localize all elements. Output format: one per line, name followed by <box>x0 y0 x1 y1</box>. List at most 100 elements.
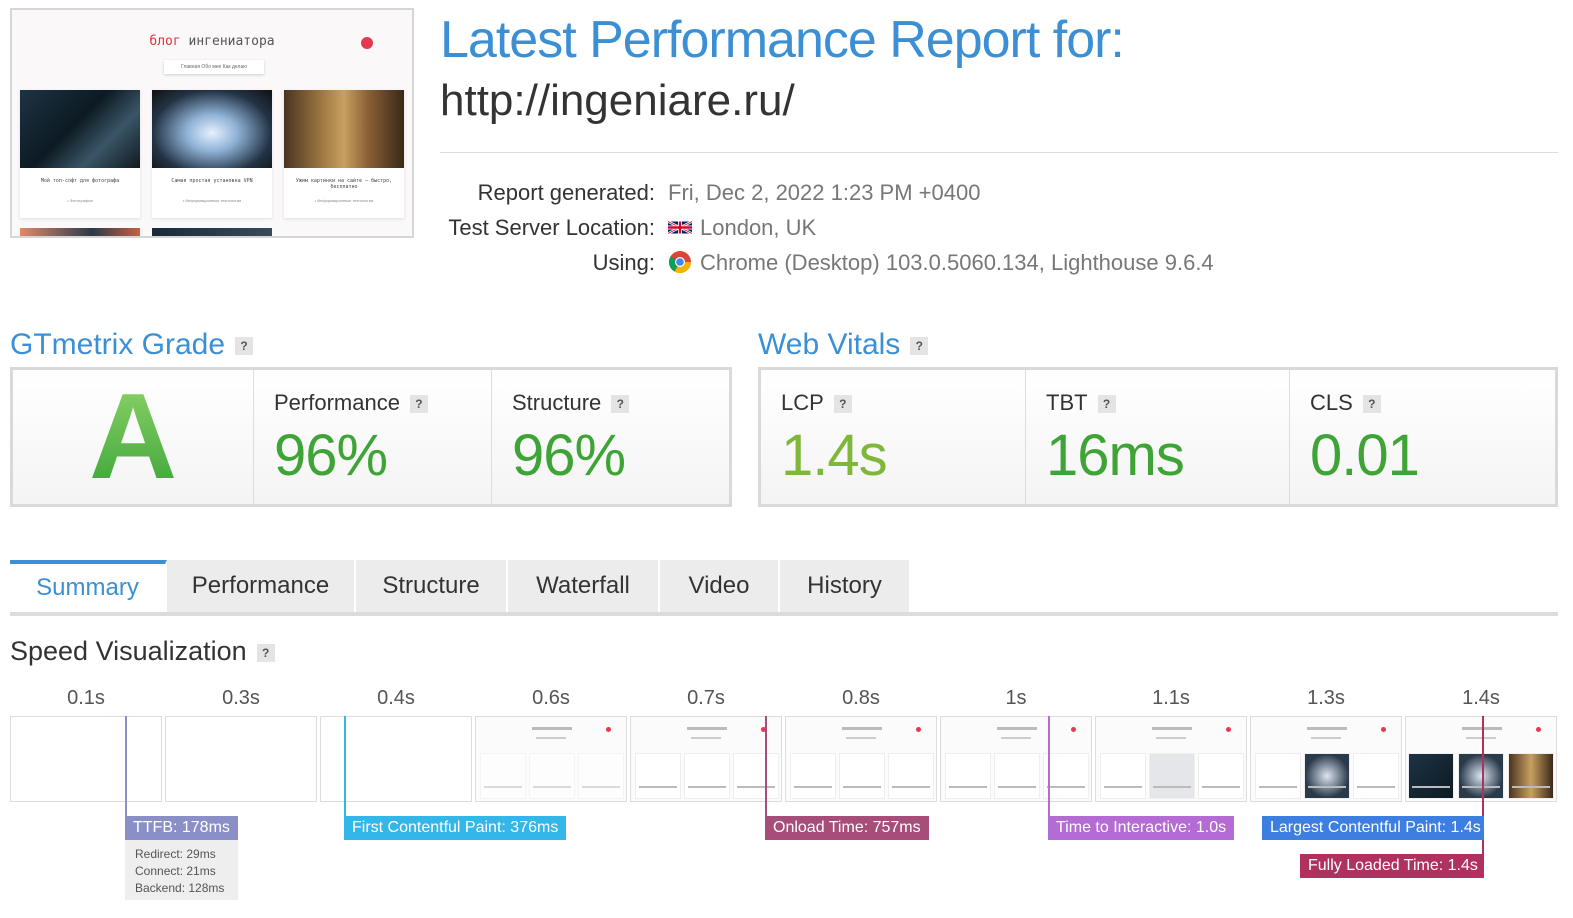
thumbnail-menu-dot-icon <box>361 37 373 49</box>
help-icon[interactable]: ? <box>409 395 428 414</box>
tbt-cell: TBT? 16ms <box>1025 370 1289 504</box>
structure-score-value: 96% <box>512 423 626 488</box>
lcp-value: 1.4s <box>781 423 888 488</box>
structure-score-label: Structure? <box>512 390 630 416</box>
gtmetrix-grade-panel: A Performance? 96% Structure? 96% <box>10 367 732 507</box>
lcp-marker-label[interactable]: Largest Contentful Paint: 1.4s <box>1262 816 1484 840</box>
structure-score-label-text: Structure <box>512 390 602 415</box>
ttfb-marker-label[interactable]: TTFB: 178ms <box>125 816 238 840</box>
help-icon[interactable]: ? <box>611 395 630 414</box>
lcp-cell: LCP? 1.4s <box>761 370 1025 504</box>
filmstrip-frame[interactable] <box>475 716 627 802</box>
help-icon[interactable]: ? <box>1097 395 1116 414</box>
filmstrip-frame[interactable] <box>1250 716 1402 802</box>
speed-visualization-heading: Speed Visualization? <box>10 636 275 667</box>
thumbnail-brand-prefix: блог <box>149 34 181 49</box>
thumbnail-card-image <box>284 90 404 168</box>
thumbnail-brand: блог ингениатора <box>12 34 412 49</box>
report-url[interactable]: http://ingeniare.ru/ <box>440 76 795 125</box>
filmstrip-frame[interactable] <box>1095 716 1247 802</box>
tti-marker-label[interactable]: Time to Interactive: 1.0s <box>1048 816 1235 840</box>
thumbnail-card: Самая простая установка VPN • Информацио… <box>152 90 272 218</box>
server-location-label: Test Server Location: <box>448 215 655 240</box>
performance-score-label: Performance? <box>274 390 428 416</box>
header-divider <box>440 152 1558 153</box>
thumbnail-card-tag: • Информационные технологии <box>182 198 242 203</box>
frame-time-label: 1.1s <box>1152 687 1190 709</box>
frame-time-label: 0.8s <box>842 687 880 709</box>
filmstrip-frame[interactable] <box>10 716 162 802</box>
thumbnail-card-image <box>20 90 140 168</box>
thumbnail-next-row <box>152 228 272 236</box>
thumbnail-card-caption: Самая простая установка VPN <box>171 178 253 184</box>
filmstrip-frame[interactable] <box>320 716 472 802</box>
onload-marker-label[interactable]: Onload Time: 757ms <box>765 816 929 840</box>
thumbnail-card-tag: • Информационные технологии <box>314 198 374 203</box>
web-vitals-heading-text: Web Vitals <box>758 328 901 361</box>
tbt-label: TBT? <box>1046 390 1116 416</box>
lcp-label-text: LCP <box>781 390 824 415</box>
lcp-marker-line <box>1482 716 1484 854</box>
report-generated-label: Report generated: <box>477 180 655 205</box>
web-vitals-panel: LCP? 1.4s TBT? 16ms CLS? 0.01 <box>758 367 1558 507</box>
help-icon[interactable]: ? <box>910 337 929 356</box>
lcp-label: LCP? <box>781 390 852 416</box>
frame-time-label: 0.3s <box>222 687 260 709</box>
thumbnail-nav: Главная Обо мне Как делаю <box>164 60 264 74</box>
fcp-marker-line <box>344 716 346 816</box>
report-generated-value: Fri, Dec 2, 2022 1:23 PM +0400 <box>668 180 981 205</box>
performance-score-value: 96% <box>274 423 388 488</box>
server-location-text: London, UK <box>700 215 817 240</box>
ttfb-connect: Connect: 21ms <box>135 864 216 878</box>
filmstrip-frame[interactable] <box>785 716 937 802</box>
tbt-value: 16ms <box>1046 423 1185 488</box>
filmstrip-frame[interactable] <box>630 716 782 802</box>
performance-score-label-text: Performance <box>274 390 400 415</box>
help-icon[interactable]: ? <box>256 643 275 662</box>
grade-letter: A <box>13 375 253 497</box>
tab-performance[interactable]: Performance <box>167 560 356 612</box>
tab-video[interactable]: Video <box>660 560 780 612</box>
filmstrip-frame[interactable] <box>940 716 1092 802</box>
filmstrip-frame[interactable] <box>165 716 317 802</box>
help-icon[interactable]: ? <box>1362 395 1381 414</box>
filmstrip-frame[interactable] <box>1405 716 1557 802</box>
tab-summary[interactable]: Summary <box>10 560 167 612</box>
tab-bar-underline <box>10 612 1558 616</box>
thumbnail-card: Мой топ-софт для фотографа • Фотография <box>20 90 140 218</box>
tbt-label-text: TBT <box>1046 390 1088 415</box>
ttfb-redirect: Redirect: 29ms <box>135 847 216 861</box>
report-title: Latest Performance Report for: <box>440 11 1125 69</box>
frame-time-label: 1.3s <box>1307 687 1345 709</box>
ttfb-breakdown: Redirect: 29ms Connect: 21ms Backend: 12… <box>125 840 238 900</box>
frame-time-label: 0.1s <box>67 687 105 709</box>
help-icon[interactable]: ? <box>833 395 852 414</box>
tab-waterfall[interactable]: Waterfall <box>508 560 660 612</box>
fully-loaded-marker-label[interactable]: Fully Loaded Time: 1.4s <box>1300 854 1484 878</box>
grade-letter-cell: A <box>13 370 253 504</box>
web-vitals-heading: Web Vitals? <box>758 328 929 362</box>
server-location-value: London, UK <box>668 215 816 241</box>
cls-value: 0.01 <box>1310 423 1420 488</box>
thumbnail-card: Ужим картинки на сайте – быстро, бесплат… <box>284 90 404 218</box>
frame-time-label: 1.4s <box>1462 687 1500 709</box>
frame-time-label: 1s <box>1005 687 1027 709</box>
help-icon[interactable]: ? <box>235 337 254 356</box>
thumbnail-brand-name: ингениатора <box>180 34 275 49</box>
cls-label: CLS? <box>1310 390 1381 416</box>
frame-time-label: 0.6s <box>532 687 570 709</box>
ttfb-backend: Backend: 128ms <box>135 881 225 895</box>
report-tabs: Summary Performance Structure Waterfall … <box>10 560 1558 616</box>
uk-flag-icon <box>668 220 692 235</box>
thumbnail-next-row <box>20 228 140 236</box>
cls-cell: CLS? 0.01 <box>1289 370 1555 504</box>
tti-marker-line <box>1048 716 1050 816</box>
thumbnail-card-caption: Ужим картинки на сайте – быстро, бесплат… <box>295 178 393 190</box>
tab-structure[interactable]: Structure <box>356 560 508 612</box>
using-value: Chrome (Desktop) 103.0.5060.134, Lightho… <box>668 250 1214 276</box>
tab-history[interactable]: History <box>780 560 911 612</box>
page-screenshot-thumbnail[interactable]: блог ингениатора Главная Обо мне Как дел… <box>10 8 414 238</box>
gtmetrix-grade-heading: GTmetrix Grade? <box>10 328 254 362</box>
thumbnail-card-tag: • Фотография <box>67 198 93 203</box>
fcp-marker-label[interactable]: First Contentful Paint: 376ms <box>344 816 567 840</box>
